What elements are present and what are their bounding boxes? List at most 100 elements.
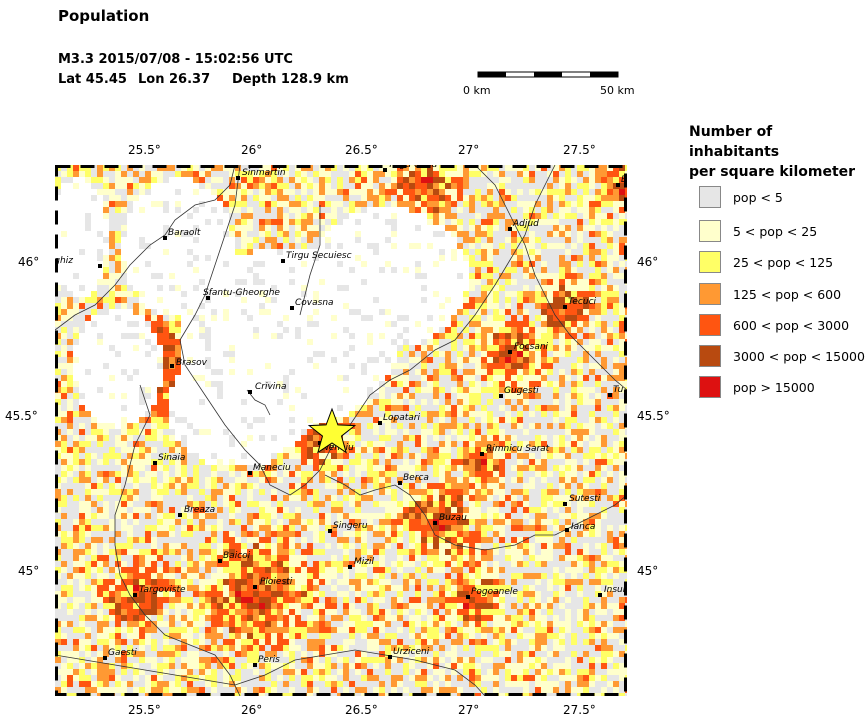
legend-item: 125 < pop < 600	[699, 283, 841, 305]
legend-swatch	[699, 345, 721, 367]
legend-title-line2: per square kilometer	[689, 164, 856, 180]
city-dot	[218, 559, 222, 563]
city-label: Gugesti	[504, 386, 539, 396]
legend-item: 3000 < pop < 15000	[699, 345, 865, 367]
city-dot	[98, 264, 102, 268]
city-dot	[433, 521, 437, 525]
city-marker: Tirgu Ocna	[383, 165, 437, 172]
city-marker: Tecuci	[563, 297, 597, 309]
event-line: M3.3 2015/07/08 - 15:02:56 UTC	[58, 52, 293, 67]
city-label: Covasna	[295, 298, 334, 308]
city-marker: Mizil	[348, 557, 374, 569]
city-label: Maneciu	[253, 463, 291, 473]
city-dot	[565, 528, 569, 532]
lon-tick-top: 25.5°	[128, 143, 161, 157]
city-label: Tirgu Secuiesc	[286, 251, 352, 261]
lon-tick-bottom: 27.5°	[563, 703, 596, 717]
lon-tick-top: 27.5°	[563, 143, 596, 157]
city-marker: Insur	[598, 585, 627, 597]
city-label: Hoghiz	[55, 256, 73, 266]
legend-label: 3000 < pop < 15000	[733, 348, 865, 364]
city-label: Tecuci	[568, 297, 597, 307]
city-marker: Maneciu	[248, 463, 291, 475]
legend-swatch	[699, 283, 721, 305]
lon-tick-top: 26°	[241, 143, 263, 157]
city-label: Breaza	[184, 505, 215, 515]
city-label: Sinmartin	[242, 168, 286, 178]
city-marker: Gugesti	[499, 386, 539, 398]
city-marker: Brasov	[170, 358, 208, 368]
city-marker: Gaesti	[103, 648, 137, 660]
scale-left-label: 0 km	[463, 84, 491, 97]
legend-item: pop < 5	[699, 186, 783, 208]
city-dot	[383, 168, 387, 172]
city-dot	[281, 259, 285, 263]
city-dot	[598, 593, 602, 597]
city-label: Baicoi	[223, 551, 251, 561]
city-label: Ianca	[571, 522, 595, 532]
city-marker: Hoghiz	[55, 256, 102, 268]
city-marker: Sinaia	[153, 453, 185, 465]
city-marker: Sfantu-Gheorghe	[203, 288, 280, 300]
city-label: Tu	[613, 385, 624, 395]
city-marker: Sutesti	[563, 494, 601, 506]
city-marker: Lopatari	[378, 413, 420, 425]
city-label: Sinaia	[158, 453, 185, 463]
legend-label: 125 < pop < 600	[733, 286, 842, 302]
lat-label: Lat 45.45	[58, 72, 127, 87]
legend-label: 25 < pop < 125	[733, 254, 834, 270]
city-dot	[348, 565, 352, 569]
population-map[interactable]: Sinmartin Baraolt Hoghiz Tirgu Secuiesc Sfan…	[55, 165, 627, 696]
city-label: Focsani	[514, 342, 549, 352]
legend-swatch	[699, 220, 721, 242]
city-dot	[253, 663, 257, 667]
city-label: Singeru	[333, 521, 368, 531]
lon-tick-top: 27°	[458, 143, 480, 157]
scale-right-label: 50 km	[600, 84, 635, 97]
city-label: Targoviste	[139, 585, 186, 595]
legend-swatch	[699, 376, 721, 398]
city-marker: Peris	[253, 655, 280, 667]
city-dot	[248, 390, 252, 394]
population-raster	[55, 165, 627, 696]
city-dot	[398, 481, 402, 485]
city-dot	[133, 593, 137, 597]
lon-tick-bottom: 27°	[458, 703, 480, 717]
city-dot	[608, 393, 612, 397]
city-marker: Focsani	[508, 342, 549, 354]
city-marker: Ploiesti	[253, 577, 293, 589]
legend-label: pop < 5	[733, 189, 783, 205]
city-dot	[253, 585, 257, 589]
lat-tick-left: 45.5°	[5, 409, 38, 423]
city-label: Sutesti	[569, 494, 601, 504]
city-marker: Baraolt	[163, 228, 201, 240]
city-dot	[563, 502, 567, 506]
city-dot	[616, 183, 620, 187]
lon-tick-bottom: 25.5°	[128, 703, 161, 717]
city-marker: Breaza	[178, 505, 215, 517]
lon-tick-bottom: 26.5°	[345, 703, 378, 717]
city-dot	[290, 306, 294, 310]
epicenter-star[interactable]	[307, 407, 357, 454]
city-label: Insur	[604, 585, 627, 595]
map-frame	[55, 165, 627, 696]
legend-title: Number of inhabitants per square kilomet…	[689, 122, 866, 182]
legend-item: 25 < pop < 125	[699, 251, 833, 273]
city-label: Peris	[258, 655, 280, 665]
legend-swatch	[699, 251, 721, 273]
city-dot	[153, 461, 157, 465]
city-marker: Nehoiu	[318, 441, 354, 453]
legend-label: 600 < pop < 3000	[733, 317, 850, 333]
city-label: Tirgu Ocna	[388, 165, 437, 170]
lat-tick-right: 45.5°	[637, 409, 670, 423]
city-marker: Tirgu Secuiesc	[281, 251, 352, 263]
city-marker: Singeru	[328, 521, 368, 533]
lat-tick-right: 45°	[637, 564, 659, 578]
city-label: Crivina	[255, 382, 287, 392]
city-label: Lopatari	[383, 413, 420, 423]
legend-swatch	[699, 314, 721, 336]
city-marker: Ianca	[565, 522, 595, 532]
city-label: Brasov	[176, 358, 208, 368]
city-dot	[178, 513, 182, 517]
lon-label: Lon 26.37	[138, 72, 211, 87]
